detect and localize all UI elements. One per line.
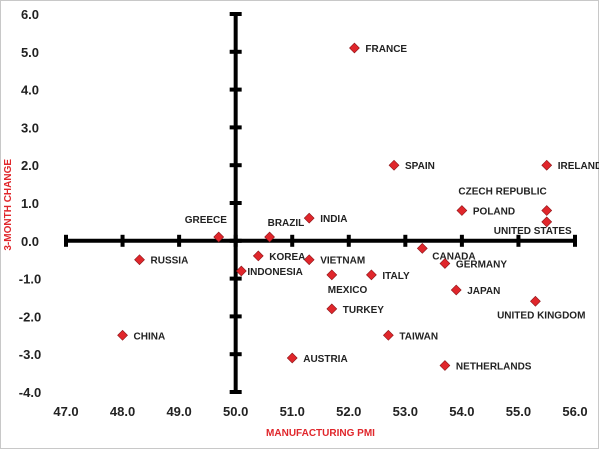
data-point-label: IRELAND: [558, 161, 599, 172]
data-point-marker: [349, 42, 360, 54]
y-tick-label: 0.0: [21, 234, 39, 249]
y-tick-label: 3.0: [21, 120, 39, 135]
x-tick-label: 48.0: [110, 404, 135, 419]
data-point-marker: [541, 205, 553, 216]
data-point-label: MEXICO: [328, 285, 368, 296]
x-tick-label: 55.0: [506, 404, 531, 419]
data-point-label: UNITED STATES: [494, 226, 572, 237]
data-point-marker: [388, 159, 400, 171]
data-point-label: ITALY: [382, 271, 410, 282]
data-point-label: TURKEY: [343, 305, 384, 316]
data-point-marker: [134, 254, 145, 266]
y-axis-title: 3-MONTH CHANGE: [3, 159, 14, 251]
data-point-marker: [382, 329, 394, 341]
y-tick-label: 1.0: [21, 196, 39, 211]
data-point-marker: [235, 265, 247, 277]
data-point-label: BRAZIL: [268, 218, 305, 229]
y-tick-label: 4.0: [21, 83, 39, 98]
data-point-marker: [530, 295, 541, 307]
data-points: FRANCE SPAIN IRELAND CZECH REPUBLIC UNITED S…: [117, 42, 599, 373]
data-point-label: CHINA: [134, 331, 166, 342]
data-point-marker: [456, 205, 468, 216]
x-tick-label: 54.0: [449, 404, 474, 419]
x-tick-label: 51.0: [280, 404, 305, 419]
data-point-marker: [366, 269, 377, 281]
data-point-label: NETHERLANDS: [456, 362, 532, 373]
data-point-marker: [439, 258, 451, 269]
x-tick-label: 52.0: [336, 404, 361, 419]
y-tick-label: -2.0: [19, 309, 41, 324]
data-point-marker: [117, 329, 128, 341]
data-point-label: TAIWAN: [399, 331, 438, 342]
data-point-label: INDONESIA: [247, 267, 303, 278]
data-point-label: GREECE: [185, 215, 228, 226]
data-point-marker: [286, 352, 298, 364]
x-tick-label: 56.0: [562, 404, 587, 419]
y-tick-label: 6.0: [21, 7, 39, 22]
y-tick-label: 5.0: [21, 45, 39, 60]
data-point-marker: [326, 269, 338, 281]
y-tick-label: -4.0: [19, 385, 41, 400]
x-tick-label: 50.0: [223, 404, 248, 419]
data-point-marker: [541, 159, 553, 171]
data-point-label: KOREA: [269, 252, 305, 263]
data-point-label: RUSSIA: [151, 256, 189, 267]
data-point-marker: [303, 254, 315, 266]
y-tick-label: -3.0: [19, 347, 41, 362]
data-point-label: VIETNAM: [320, 256, 365, 267]
data-point-marker: [541, 216, 553, 228]
y-tick-label: -1.0: [19, 272, 41, 287]
x-axis-title: MANUFACTURING PMI: [266, 428, 375, 439]
data-point-label: CZECH REPUBLIC: [458, 187, 546, 198]
tick-labels: 47.0 48.0 49.0 50.0 51.0 52.0 53.0 54.0 55.0 56.0…: [19, 7, 588, 419]
data-point-marker: [450, 284, 462, 296]
data-point-label: GERMANY: [456, 259, 507, 270]
x-tick-label: 47.0: [53, 404, 78, 419]
data-point-marker: [416, 242, 428, 254]
data-point-label: POLAND: [473, 207, 515, 218]
data-point-label: FRANCE: [365, 44, 407, 55]
data-point-marker: [439, 360, 451, 371]
data-point-label: JAPAN: [467, 286, 500, 297]
data-point-label: CANADA: [432, 251, 475, 262]
data-point-label: AUSTRIA: [303, 354, 347, 365]
data-point-label: SPAIN: [405, 161, 435, 172]
y-tick-label: 2.0: [21, 158, 39, 173]
data-point-label: UNITED KINGDOM: [497, 310, 585, 321]
data-point-marker: [326, 303, 338, 315]
data-point-label: INDIA: [320, 214, 347, 225]
data-point-marker: [252, 250, 264, 262]
data-point-marker: [213, 231, 225, 243]
x-tick-label: 49.0: [166, 404, 191, 419]
data-point-marker: [303, 212, 315, 224]
data-point-marker: [264, 231, 275, 243]
x-tick-label: 53.0: [393, 404, 418, 419]
axes: [64, 12, 577, 394]
